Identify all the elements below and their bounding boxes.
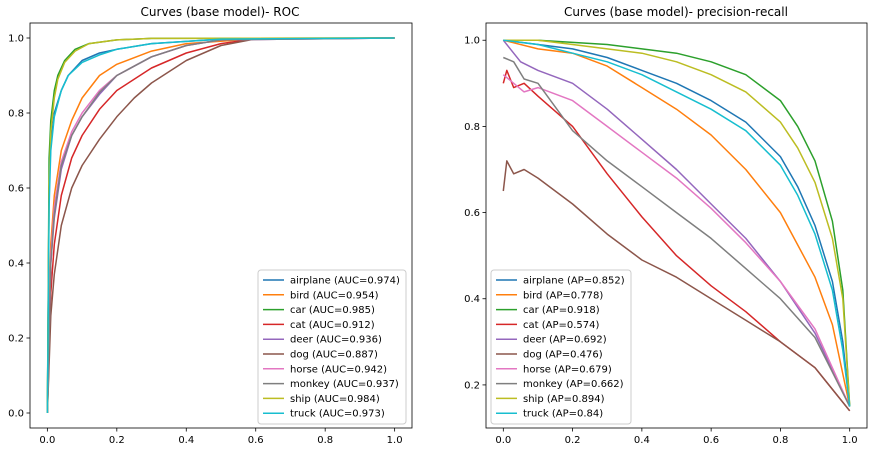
roc-chart-title: Curves (base model)- ROC <box>141 5 300 19</box>
pr-legend-label: ship (AP=0.894) <box>523 394 605 405</box>
roc-x-tick-label: 0.4 <box>178 435 194 446</box>
roc-legend: airplane (AUC=0.974) bird (AUC=0.954) car … <box>257 269 407 425</box>
pr-legend-label: truck (AP=0.84) <box>523 409 603 420</box>
pr-x-tick-label: 0.0 <box>495 435 511 446</box>
pr-series-line-4 <box>502 69 851 412</box>
roc-x-tick-label: 0.0 <box>39 435 55 446</box>
pr-legend-label: airplane (AP=0.852) <box>523 276 625 287</box>
roc-legend-label: horse (AUC=0.942) <box>290 364 387 375</box>
roc-legend-frame <box>257 269 407 425</box>
pr-y-tick-label: 1.0 <box>464 36 480 47</box>
pr-series-line-3 <box>503 39 851 407</box>
pr-y-tick-label: 0.4 <box>464 294 480 305</box>
roc-x-tick-label: 0.6 <box>248 435 264 446</box>
roc-series-line-6 <box>46 37 395 414</box>
roc-legend-label: dog (AUC=0.887) <box>290 350 378 361</box>
roc-y-tick-label: 0.4 <box>8 259 24 270</box>
roc-y-tick-label: 0.0 <box>8 409 24 420</box>
pr-legend-label: deer (AP=0.692) <box>523 335 607 346</box>
pr-x-tick-label: 0.2 <box>565 435 581 446</box>
pr-x-tick-label: 0.8 <box>772 435 788 446</box>
roc-plot-frame <box>29 22 413 429</box>
roc-y-tick-label: 0.6 <box>8 184 24 195</box>
pr-legend-frame <box>490 269 632 425</box>
roc-series-group <box>46 37 395 414</box>
precision-recall-axis-ticks: 0.0 0.2 0.4 0.6 0.8 1.0 0.2 0.4 0.6 0.8 1.0 <box>464 36 858 446</box>
roc-series-line-2 <box>46 37 395 414</box>
pr-series-line-8 <box>503 56 851 407</box>
roc-series-line-8 <box>46 37 395 414</box>
roc-chart: Curves (base model)- ROC 0.0 0.2 0.4 0.6 0.8… <box>8 5 413 447</box>
pr-series-line-7 <box>502 74 851 407</box>
precision-recall-series-group <box>502 39 851 412</box>
roc-y-tick-label: 1.0 <box>8 34 24 45</box>
pr-x-tick-label: 1.0 <box>842 435 858 446</box>
pr-legend-label: car (AP=0.918) <box>523 305 600 316</box>
roc-legend-label: car (AUC=0.985) <box>290 305 375 316</box>
roc-legend-label: ship (AUC=0.984) <box>290 394 380 405</box>
roc-y-tick-label: 0.8 <box>8 109 24 120</box>
pr-x-tick-label: 0.6 <box>703 435 719 446</box>
pr-series-line-6 <box>502 160 851 412</box>
roc-y-tick-label: 0.2 <box>8 334 24 345</box>
pr-series-line-1 <box>503 39 851 407</box>
pr-legend-label: bird (AP=0.778) <box>523 290 603 301</box>
precision-recall-chart-title: Curves (base model)- precision-recall <box>564 5 788 19</box>
pr-series-line-10 <box>503 39 851 407</box>
pr-y-tick-label: 0.2 <box>464 380 480 391</box>
pr-legend-label: cat (AP=0.574) <box>523 320 600 331</box>
roc-legend-label: airplane (AUC=0.974) <box>290 276 400 287</box>
pr-y-tick-label: 0.8 <box>464 122 480 133</box>
roc-x-tick-label: 1.0 <box>387 435 403 446</box>
pr-series-line-9 <box>503 39 851 407</box>
precision-recall-plot-frame <box>485 22 868 429</box>
roc-legend-label: monkey (AUC=0.937) <box>290 379 399 390</box>
precision-recall-chart: Curves (base model)- precision-recall 0.… <box>464 5 868 446</box>
roc-series-line-4 <box>46 37 395 414</box>
roc-legend-label: deer (AUC=0.936) <box>290 335 382 346</box>
roc-axis-ticks: 0.0 0.2 0.4 0.6 0.8 1.0 0.0 0.2 0.4 0.6 0.8 1.0 <box>8 34 402 447</box>
roc-legend-label: cat (AUC=0.912) <box>290 320 375 331</box>
roc-x-tick-label: 0.8 <box>317 435 333 446</box>
pr-legend-label: monkey (AP=0.662) <box>523 379 624 390</box>
precision-recall-legend: airplane (AP=0.852) bird (AP=0.778) car (A… <box>490 269 632 425</box>
pr-legend-label: dog (AP=0.476) <box>523 350 603 361</box>
roc-legend-label: bird (AUC=0.954) <box>290 290 379 301</box>
roc-series-line-10 <box>46 37 395 414</box>
pr-legend-label: horse (AP=0.679) <box>523 364 612 375</box>
pr-x-tick-label: 0.4 <box>634 435 650 446</box>
roc-x-tick-label: 0.2 <box>109 435 125 446</box>
pr-y-tick-label: 0.6 <box>464 208 480 219</box>
roc-legend-label: truck (AUC=0.973) <box>290 409 385 420</box>
